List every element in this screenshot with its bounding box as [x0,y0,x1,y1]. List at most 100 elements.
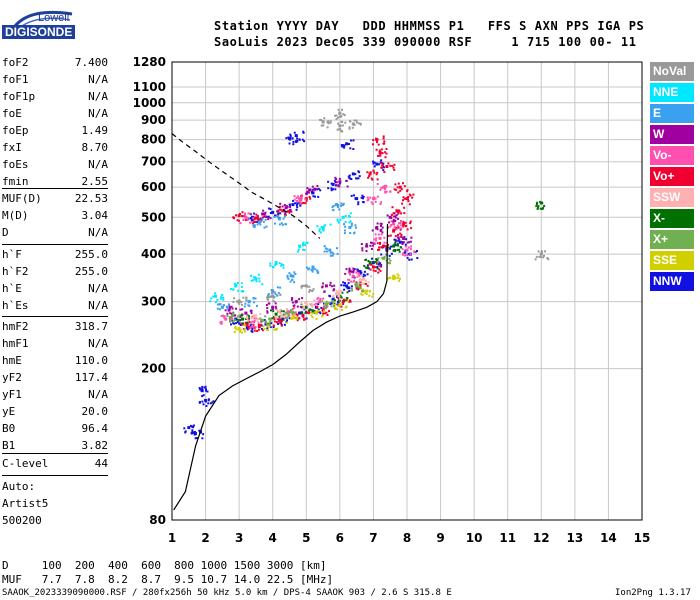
echo-pixel [229,312,232,315]
param-row: yE 20.0 [2,405,108,421]
echo-pixel [304,318,307,321]
echo-pixel [333,305,335,307]
echo-pixel [252,217,255,220]
param-label: M(D) [2,209,29,222]
echo-pixel [302,306,305,309]
echo-pixel [292,143,295,146]
echo-pixel [393,238,396,241]
echo-pixel [349,300,352,303]
legend-item: NNW [650,272,694,291]
echo-pixel [289,280,292,283]
echo-pixel [360,274,363,277]
echo-pixel [374,270,377,273]
echo-pixel [342,144,345,147]
echo-pixel [327,180,330,183]
param-label: foF2 [2,56,29,69]
echo-pixel [349,212,352,215]
echo-pixel [311,185,314,188]
echo-pixel [267,294,269,297]
echo-pixel [344,221,347,223]
echo-pixel [304,202,307,205]
echo-pixel [536,201,539,204]
echo-pixel [546,257,549,259]
echo-pixel [274,315,277,318]
echo-pixel [205,388,207,391]
echo-pixel [260,219,263,222]
echo-pixel [240,290,243,293]
echo-pixel [339,297,342,300]
echo-pixel [302,201,305,204]
echo-pixel [250,323,253,326]
echo-pixel [201,437,204,440]
echo-pixel [357,288,360,291]
echo-pixel [391,165,394,167]
echo-pixel [349,232,352,234]
echo-pixel [372,162,375,165]
echo-pixel [302,305,305,308]
echo-pixel [376,178,379,181]
echo-point [335,292,338,296]
echo-pixel [350,224,353,227]
echo-pixel [279,320,282,323]
echo-pixel [406,228,409,231]
echo-pixel [255,280,258,283]
echo-pixel [329,223,332,226]
echo-pixel [257,318,260,321]
echo-pixel [286,309,289,312]
echo-pixel [390,252,393,255]
echo-pixel [337,204,339,206]
echo-pixel [332,205,335,207]
echo-pixel [296,305,299,308]
echo-pixel [183,427,186,430]
echo-pixel [335,178,338,181]
echo-pixel [336,247,338,250]
echo-pixel [359,284,362,286]
echo-pixel [331,300,334,302]
x-tick-label: 13 [567,531,584,545]
echo-pixel [238,322,241,325]
param-row: fxI 8.70 [2,141,108,157]
echo-pixel [202,394,205,397]
echo-point [291,274,295,278]
echo-pixel [316,305,319,308]
autoscale-info-line: Artist5 [2,497,49,510]
echo-pixel [241,215,243,217]
echo-pixel [370,201,373,204]
echo-pixel [302,316,305,319]
echo-pixel [296,317,299,320]
echo-pixel [381,164,384,167]
echo-pixel [348,120,351,123]
echo-pixel [312,312,315,315]
echo-pixel [230,312,233,315]
echo-pixel [350,222,353,225]
echo-pixel [288,314,291,317]
echo-pixel [272,310,275,313]
echo-pixel [293,304,296,307]
echo-pixel [269,212,272,215]
echo-pixel [292,312,295,314]
echo-pixel [234,314,237,317]
echo-pixel [369,263,372,266]
echo-pixel [202,433,205,436]
echo-pixel [263,319,266,322]
echo-pixel [390,216,393,219]
param-label: h`F [2,248,22,261]
echo-pixel [293,281,296,284]
echo-pixel [271,211,274,214]
echo-pixel [399,189,402,192]
echo-pixel [408,193,411,196]
echo-pixel [303,249,306,251]
echo-pixel [282,266,285,269]
echo-pixel [393,163,396,166]
echo-pixel [207,398,210,401]
echo-pixel [407,198,409,201]
echo-pixel [378,246,381,249]
echo-pixel [370,177,373,180]
echo-pixel [229,319,231,322]
echo-pixel [352,148,355,150]
echo-pixel [361,247,364,250]
echo-pixel [383,255,386,258]
echo-pixel [408,258,411,261]
echo-pixel [228,303,230,306]
echo-pixel [400,220,402,222]
